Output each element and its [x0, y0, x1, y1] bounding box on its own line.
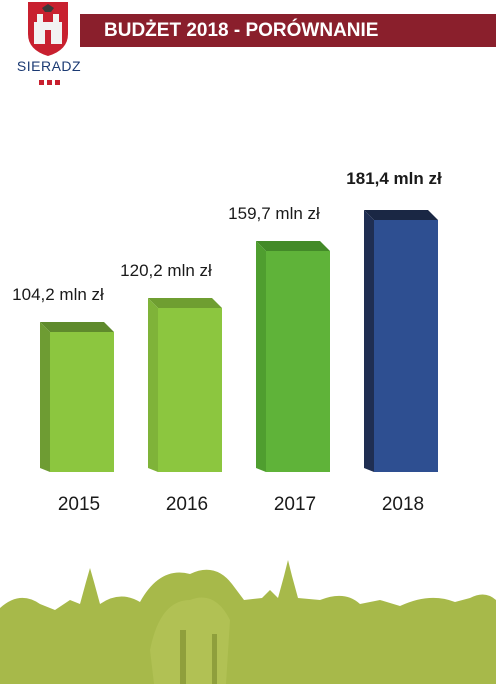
bar-2016-top — [148, 298, 222, 308]
bar-2018 — [374, 220, 438, 472]
town-skyline-decoration — [0, 560, 496, 684]
page-title: BUDŻET 2018 - PORÓWNANIE — [80, 14, 496, 47]
bar-2018-top — [364, 210, 438, 220]
bar-2015 — [50, 332, 114, 472]
bar-2018-side — [364, 210, 374, 472]
value-label-2016: 120,2 mln zł — [120, 261, 212, 280]
value-label-2018: 181,4 mln zł — [346, 169, 442, 188]
bar-2015-side — [40, 322, 50, 472]
bar-2015-top — [40, 322, 114, 332]
bar-2017-top — [256, 241, 330, 251]
city-coat-of-arms-logo — [18, 0, 78, 86]
city-name: SIERADZ — [16, 58, 82, 74]
value-label-2017: 159,7 mln zł — [228, 204, 320, 223]
bar-2017-side — [256, 241, 266, 472]
bar-2016 — [158, 308, 222, 472]
category-label-2018: 2018 — [382, 494, 424, 515]
value-label-2015: 104,2 mln zł — [12, 285, 104, 304]
category-label-2016: 2016 — [166, 494, 208, 515]
category-label-2017: 2017 — [274, 494, 316, 515]
bar-2017 — [266, 251, 330, 472]
budget-bar-chart: 104,2 mln zł 2015 120,2 mln zł 2016 159,7 ml… — [12, 169, 442, 515]
category-label-2015: 2015 — [58, 494, 100, 515]
bar-2016-side — [148, 298, 158, 472]
